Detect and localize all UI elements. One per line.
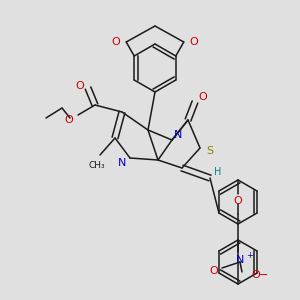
Text: O: O	[112, 37, 121, 47]
Text: −: −	[259, 270, 269, 280]
Text: N: N	[118, 158, 126, 168]
Text: H: H	[214, 167, 222, 177]
Text: N: N	[236, 255, 244, 265]
Text: O: O	[76, 81, 84, 91]
Text: O: O	[252, 270, 260, 280]
Text: N: N	[174, 130, 182, 140]
Text: S: S	[206, 146, 214, 156]
Text: CH₃: CH₃	[89, 160, 105, 169]
Text: O: O	[234, 196, 242, 206]
Text: O: O	[210, 266, 218, 276]
Text: +: +	[247, 251, 254, 260]
Text: O: O	[189, 37, 198, 47]
Text: O: O	[199, 92, 207, 102]
Text: O: O	[64, 115, 74, 125]
